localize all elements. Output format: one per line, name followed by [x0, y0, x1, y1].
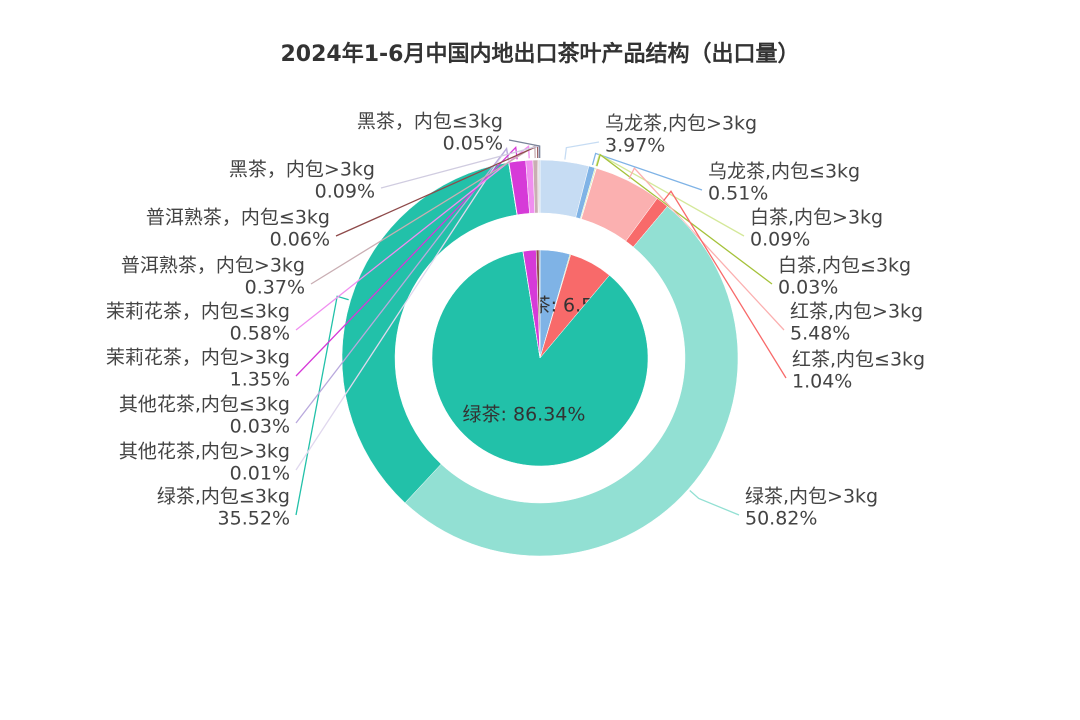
leader-line — [295, 147, 510, 424]
segment-label: 绿茶,内包>3kg — [745, 486, 878, 508]
segment-value: 0.01% — [230, 463, 290, 485]
ring-segment — [539, 159, 541, 214]
leader-line — [663, 190, 787, 379]
segment-value: 0.06% — [270, 229, 330, 251]
segment-value: 0.58% — [230, 323, 290, 345]
leader-line — [295, 295, 349, 516]
segment-value: 1.04% — [792, 371, 852, 393]
segment-value: 35.52% — [218, 508, 290, 530]
segment-label: 绿茶,内包≤3kg — [157, 486, 290, 508]
pie-slice — [538, 249, 541, 359]
segment-label: 普洱熟茶，内包≤3kg — [146, 207, 330, 229]
ring-segment — [341, 162, 518, 504]
slice-label: 绿茶: 86.34% — [463, 404, 586, 426]
segment-label: 黑茶，内包≤3kg — [357, 111, 503, 133]
chart-title: 2024年1-6月中国内地出口茶叶产品结构（出口量） — [281, 41, 800, 67]
leader-line — [564, 141, 600, 160]
segment-label: 乌龙茶,内包>3kg — [605, 113, 757, 135]
segment-label: 红茶,内包≤3kg — [792, 349, 925, 371]
segment-value: 0.03% — [230, 416, 290, 438]
leader-line — [689, 490, 740, 516]
segment-value: 3.97% — [605, 135, 665, 157]
segment-label: 其他花茶,内包>3kg — [119, 441, 290, 463]
segment-label: 红茶,内包>3kg — [790, 301, 923, 323]
ring-segment — [404, 206, 739, 557]
segment-value: 50.82% — [745, 508, 817, 530]
pie-slice — [431, 251, 649, 467]
segment-value: 0.37% — [245, 277, 305, 299]
segment-label: 乌龙茶,内包≤3kg — [708, 161, 860, 183]
segment-value: 0.51% — [708, 183, 768, 205]
segment-label: 其他花茶,内包≤3kg — [119, 394, 290, 416]
segment-label: 黑茶，内包>3kg — [229, 159, 375, 181]
segment-label: 茉莉花茶，内包>3kg — [106, 347, 290, 369]
segment-value: 0.05% — [443, 133, 503, 155]
leader-line — [310, 144, 536, 285]
segment-label: 茉莉花茶，内包≤3kg — [106, 301, 290, 323]
leader-line — [591, 152, 703, 191]
segment-value: 1.35% — [230, 369, 290, 391]
segment-label: 白茶,内包>3kg — [750, 207, 883, 229]
leader-line — [295, 145, 530, 331]
segment-value: 0.03% — [778, 277, 838, 299]
segment-label: 白茶,内包≤3kg — [778, 255, 911, 277]
segment-value: 0.09% — [315, 181, 375, 203]
leader-line — [508, 139, 541, 159]
leader-line — [596, 153, 773, 285]
segment-value: 5.48% — [790, 323, 850, 345]
segment-value: 0.09% — [750, 229, 810, 251]
segment-label: 普洱熟茶，内包>3kg — [121, 255, 305, 277]
leader-line — [628, 167, 785, 331]
leader-line — [595, 153, 745, 237]
